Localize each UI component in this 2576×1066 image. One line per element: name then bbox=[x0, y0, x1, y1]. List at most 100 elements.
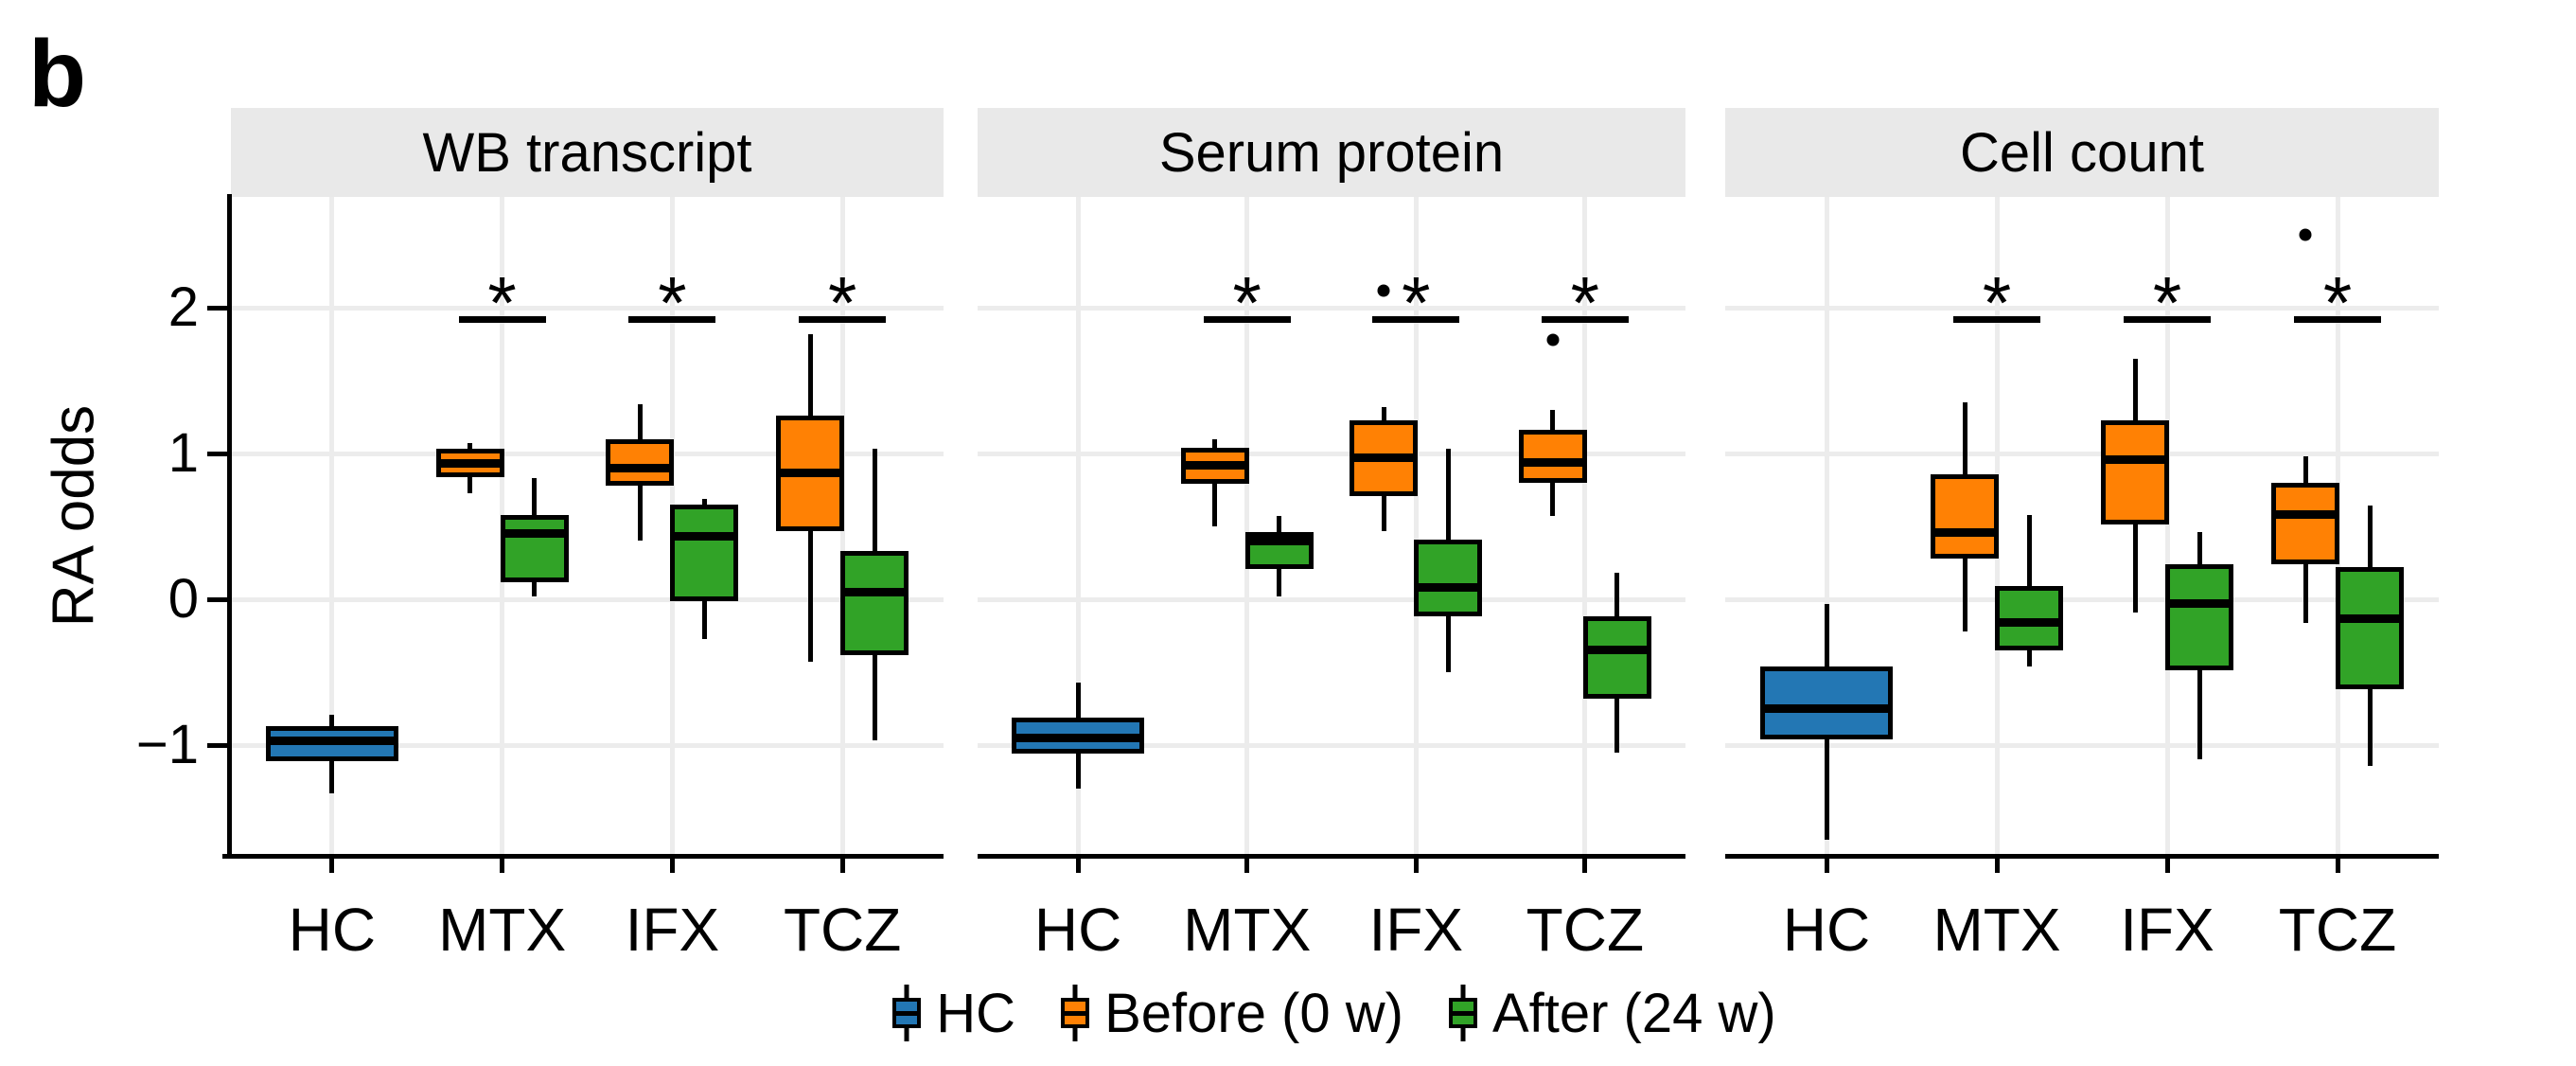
gridline-h bbox=[1725, 451, 2439, 456]
box-median bbox=[1931, 527, 1999, 537]
significance-bar bbox=[2294, 315, 2381, 323]
box-median bbox=[1350, 453, 1419, 463]
box-median bbox=[1518, 457, 1587, 467]
x-tick bbox=[669, 854, 675, 873]
x-tick bbox=[1413, 854, 1419, 873]
x-tick bbox=[1244, 854, 1250, 873]
panel-label: b bbox=[28, 21, 87, 127]
box-median bbox=[1414, 583, 1483, 593]
y-tick-label: 0 bbox=[168, 568, 199, 630]
box-median bbox=[1582, 646, 1651, 655]
significance-star: * bbox=[658, 259, 687, 344]
significance-star: * bbox=[2152, 259, 2182, 344]
box-mtx-after bbox=[500, 514, 569, 582]
gridline-h bbox=[978, 451, 1685, 456]
significance-star: * bbox=[1570, 259, 1600, 344]
legend-label: After (24 w) bbox=[1491, 982, 1776, 1044]
significance-star: * bbox=[1982, 259, 2012, 344]
x-axis-line bbox=[222, 854, 944, 859]
x-tick-label: IFX bbox=[625, 896, 720, 964]
x-tick-label: TCZ bbox=[783, 896, 902, 964]
x-tick-label: HC bbox=[1782, 896, 1871, 964]
box-mtx-before bbox=[1931, 473, 1999, 559]
significance-star: * bbox=[487, 259, 517, 344]
box-ifx-after bbox=[1414, 539, 1483, 617]
facet-strip: Serum protein bbox=[978, 108, 1685, 197]
y-tick-label: 1 bbox=[168, 422, 199, 484]
x-tick bbox=[1582, 854, 1588, 873]
box-ifx-after bbox=[670, 504, 739, 601]
box-ifx-before bbox=[606, 438, 675, 486]
x-tick bbox=[839, 854, 845, 873]
box-tcz-after bbox=[840, 551, 909, 655]
gridline-h bbox=[1725, 596, 2439, 602]
outlier-dot bbox=[2299, 228, 2312, 241]
significance-bar bbox=[458, 315, 546, 323]
x-tick-label: IFX bbox=[1368, 896, 1464, 964]
significance-bar bbox=[1541, 315, 1629, 323]
box-median bbox=[500, 529, 569, 539]
y-tick-label: 2 bbox=[168, 276, 199, 338]
legend-label: Before (0 w) bbox=[1104, 982, 1403, 1044]
box-tcz-after bbox=[1582, 616, 1651, 699]
y-axis-line bbox=[227, 194, 232, 859]
gridline-v bbox=[1075, 197, 1081, 854]
box-hc-hc bbox=[1760, 666, 1893, 739]
y-tick bbox=[207, 305, 227, 311]
x-axis-line bbox=[978, 854, 1685, 859]
significance-bar bbox=[628, 315, 716, 323]
boxplot-key-icon bbox=[1061, 985, 1090, 1041]
box-median bbox=[840, 587, 909, 596]
gridline-h bbox=[231, 742, 944, 748]
box-tcz-after bbox=[2336, 567, 2404, 690]
box-tcz-before bbox=[1518, 430, 1587, 483]
legend-label: HC bbox=[936, 982, 1016, 1044]
gridline-v bbox=[1413, 197, 1419, 854]
x-tick bbox=[2335, 854, 2340, 873]
legend-item-before: Before (0 w) bbox=[1061, 982, 1403, 1045]
gridline-v bbox=[1824, 197, 1829, 854]
significance-star: * bbox=[1232, 259, 1262, 344]
box-median bbox=[776, 468, 845, 477]
gridline-h bbox=[231, 305, 944, 311]
gridline-h bbox=[231, 451, 944, 456]
legend-item-after: After (24 w) bbox=[1448, 982, 1776, 1045]
x-tick bbox=[1824, 854, 1829, 873]
significance-star: * bbox=[2322, 259, 2353, 344]
x-tick bbox=[2164, 854, 2170, 873]
significance-bar bbox=[1203, 315, 1291, 323]
outlier-dot bbox=[1546, 333, 1560, 346]
facet-title: Serum protein bbox=[1158, 121, 1505, 184]
box-median bbox=[435, 459, 504, 469]
significance-bar bbox=[2124, 315, 2211, 323]
y-tick bbox=[207, 596, 227, 602]
x-tick-label: MTX bbox=[1183, 896, 1312, 964]
x-tick-label: TCZ bbox=[1526, 896, 1645, 964]
legend-item-hc: HC bbox=[892, 982, 1015, 1045]
gridline-v bbox=[1244, 197, 1250, 854]
facet-strip: Cell count bbox=[1725, 108, 2439, 197]
significance-star: * bbox=[1402, 259, 1431, 344]
gridline-v bbox=[1582, 197, 1588, 854]
x-axis-line bbox=[1725, 854, 2439, 859]
box-tcz-before bbox=[2271, 482, 2339, 565]
box-median bbox=[265, 736, 398, 745]
significance-star: * bbox=[827, 259, 857, 344]
x-tick-label: MTX bbox=[438, 896, 567, 964]
gridline-h bbox=[978, 596, 1685, 602]
box-median bbox=[2271, 510, 2339, 520]
box-mtx-after bbox=[1995, 586, 2063, 650]
significance-bar bbox=[1372, 315, 1460, 323]
legend: HC Before (0 w) After (24 w) bbox=[230, 977, 2439, 1049]
box-median bbox=[1760, 704, 1893, 713]
x-tick bbox=[500, 854, 505, 873]
box-median bbox=[606, 463, 675, 472]
box-median bbox=[1244, 536, 1314, 545]
box-median bbox=[2165, 599, 2233, 609]
box-median bbox=[1995, 618, 2063, 628]
y-tick bbox=[207, 451, 227, 456]
box-ifx-before bbox=[2101, 419, 2169, 525]
box-median bbox=[2101, 454, 2169, 464]
gridline-v bbox=[329, 197, 335, 854]
